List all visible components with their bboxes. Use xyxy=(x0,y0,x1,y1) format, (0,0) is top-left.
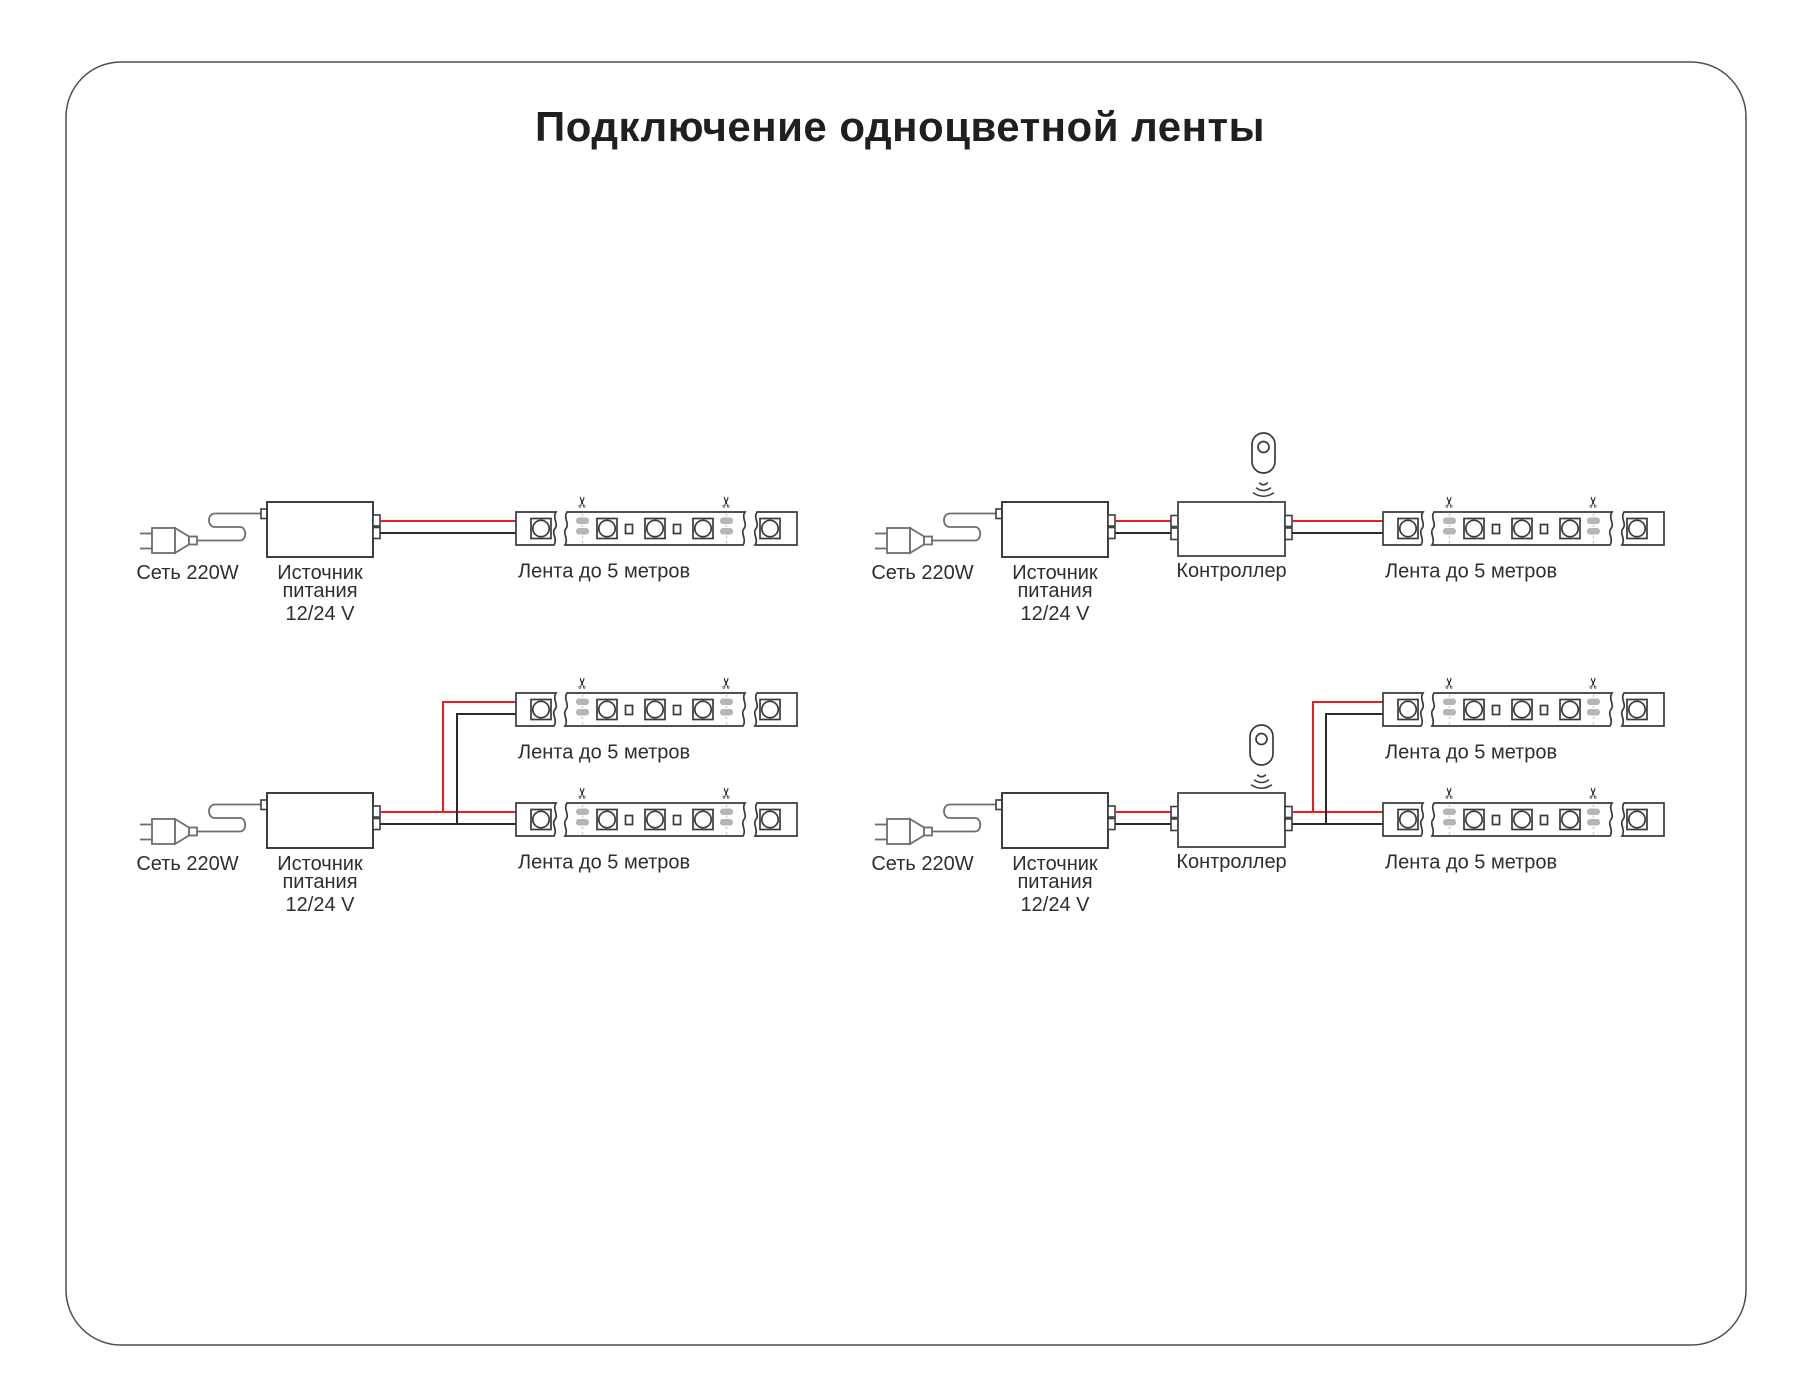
page-title: Подключение одноцветной ленты xyxy=(535,103,1265,150)
power-wire-black-branch xyxy=(456,713,526,824)
power-wire-black-branch xyxy=(1325,713,1393,824)
power-wire-red-branch xyxy=(1312,701,1393,812)
diagram-single-strip xyxy=(135,494,798,626)
diagram-single-strip-with-controller xyxy=(870,432,1665,626)
power-wire-red-branch xyxy=(442,701,526,812)
diagram-two-strips-with-controller xyxy=(870,675,1665,917)
page-border xyxy=(65,61,1747,1346)
diagram-two-strips xyxy=(135,675,798,917)
